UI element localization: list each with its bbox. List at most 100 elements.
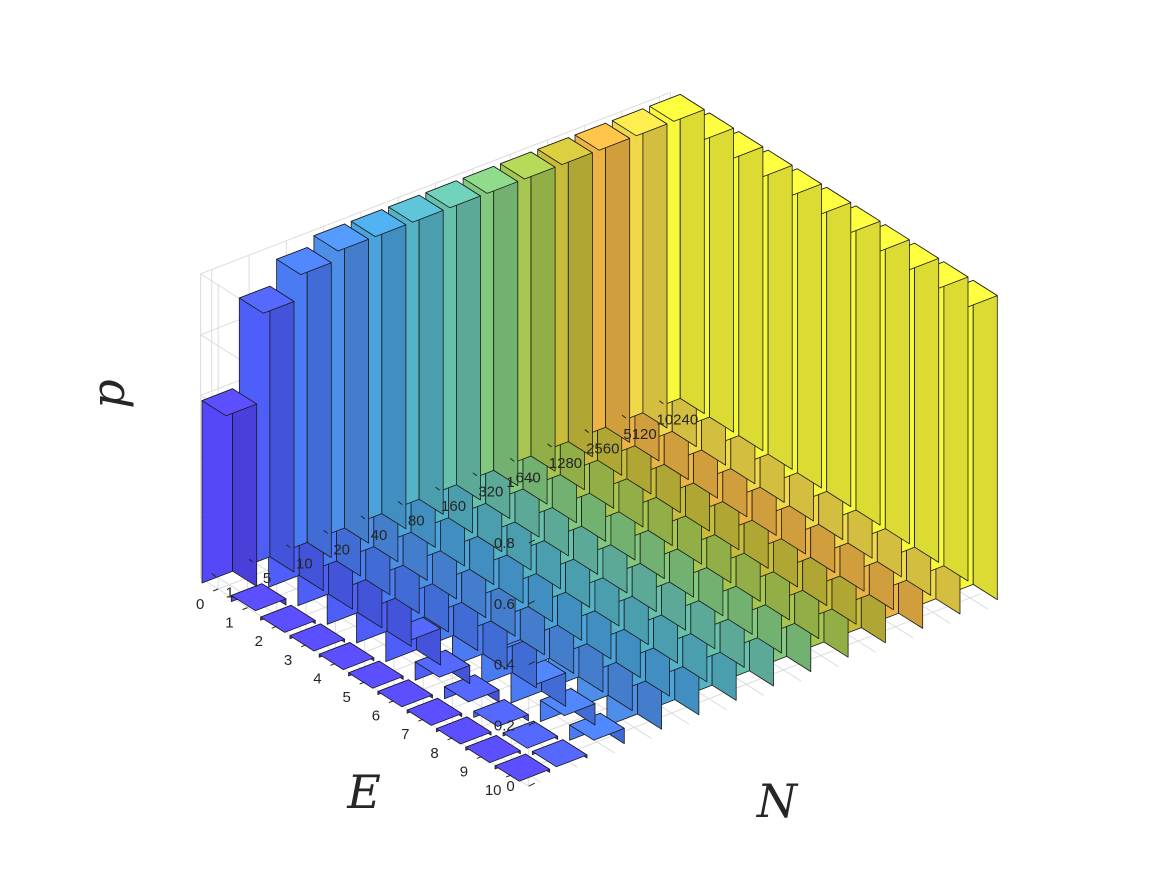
bar-top-face (574, 122, 631, 151)
z-tick-mark (528, 661, 535, 666)
e-tick-mark (359, 681, 365, 685)
bar-N1-E10 (494, 753, 551, 782)
n-tick-label: 2560 (586, 441, 619, 458)
z-tick-label: 0.4 (494, 657, 515, 674)
z-tick-label: 0.8 (494, 535, 515, 552)
e-tick-mark (447, 737, 453, 741)
e-tick-label: 2 (255, 633, 263, 650)
bar-side-face (797, 168, 822, 489)
n-tick-label: 40 (371, 527, 388, 544)
bar-top-face (238, 285, 295, 314)
bar-side-face (943, 261, 969, 582)
bar-side-face (567, 137, 593, 458)
bar-top-face (649, 94, 705, 122)
z-tick-label: 0 (506, 778, 514, 795)
bar-top-face (531, 739, 588, 768)
ticks-layer: 00.20.40.60.8101234567891015102040801603… (196, 400, 699, 799)
bar-side-face (493, 165, 519, 487)
z-tick-mark (528, 600, 535, 605)
bars-layer (201, 94, 998, 782)
bar-top-face (388, 194, 444, 223)
bar-side-face (269, 285, 295, 573)
n-tick-label: 10 (296, 556, 313, 573)
e-tick-mark (330, 662, 336, 666)
z-tick-label: 1 (506, 474, 514, 491)
e-tick-label: 1 (225, 615, 233, 632)
bar-top-face (406, 697, 463, 726)
n-tick-label: 160 (441, 498, 466, 515)
bar-side-face (826, 186, 852, 508)
n-tick-mark (323, 529, 328, 534)
z-tick-mark (528, 478, 535, 483)
bar-top-face (350, 209, 407, 238)
z-tick-label: 0.2 (494, 717, 515, 734)
bar-top-face (494, 753, 551, 782)
n-tick-mark (286, 544, 291, 549)
bar-top-face (473, 699, 529, 727)
bar-N1-E8 (435, 716, 492, 745)
e-tick-label: 7 (401, 726, 409, 743)
n-tick-mark (211, 573, 217, 577)
bar-top-face (230, 583, 287, 612)
e-tick-mark (476, 755, 483, 759)
bar-side-face (972, 279, 998, 600)
n-tick-mark (248, 558, 254, 563)
bar-side-face (232, 388, 258, 587)
n-tick-mark (621, 414, 627, 419)
bar-N5-E10 (531, 739, 588, 768)
n-tick-label: 20 (333, 541, 350, 558)
e-tick-label: 5 (342, 689, 350, 706)
bar-top-face (348, 660, 404, 689)
bar-side-face (344, 223, 370, 544)
n-tick-mark (584, 429, 590, 433)
e-tick-label: 8 (430, 745, 438, 762)
bar-side-face (738, 131, 764, 452)
bar-top-face (611, 108, 668, 137)
n-tick-label: 1280 (549, 455, 582, 472)
z-tick-mark (528, 782, 535, 787)
n-tick-label: 10240 (657, 412, 699, 429)
bar-side-face (605, 122, 631, 443)
z-tick-label: 0.6 (494, 596, 515, 613)
bar-front-face (201, 388, 234, 584)
bar-N1-E5 (348, 660, 404, 689)
e-tick-mark (212, 588, 219, 592)
back-wall-grid (200, 91, 671, 275)
n-tick-label: 5120 (623, 426, 656, 443)
e-tick-mark (388, 700, 395, 704)
bar-top-face (201, 388, 258, 417)
bar-side-face (455, 180, 481, 501)
n-tick-label: 640 (516, 469, 541, 486)
e-tick-mark (418, 718, 424, 722)
e-tick-mark (505, 774, 512, 778)
bar-N5-E0 (238, 285, 295, 573)
e-tick-label: 6 (372, 708, 380, 725)
e-tick-mark (242, 607, 248, 611)
bar-side-face (767, 149, 793, 470)
bar-top-face (465, 735, 521, 763)
bar-top-face (425, 180, 481, 209)
bar-top-face (313, 223, 370, 252)
e-tick-label: 4 (313, 670, 321, 687)
bar-side-face (914, 242, 940, 563)
bar-top-face (462, 165, 519, 194)
e-tick-label: 9 (460, 763, 468, 780)
n-tick-label: 80 (408, 513, 425, 530)
e-tick-label: 10 (485, 782, 502, 799)
n-tick-mark (472, 472, 478, 477)
bar-top-face (276, 247, 332, 276)
bar-side-face (418, 194, 444, 515)
bar-top-face (318, 642, 375, 670)
e-tick-mark (300, 644, 307, 648)
bar-N1-E4 (318, 642, 375, 670)
bar-N1-E6 (377, 679, 433, 708)
bar-side-face (642, 108, 668, 429)
n-axis-title: N (756, 774, 799, 828)
bar-N1-E1 (230, 583, 287, 612)
bar-side-face (381, 209, 407, 530)
bar-N5-E9 (502, 720, 559, 749)
bar-side-face (884, 224, 910, 545)
z-tick-mark (528, 539, 535, 544)
bar-top-face (499, 151, 556, 180)
